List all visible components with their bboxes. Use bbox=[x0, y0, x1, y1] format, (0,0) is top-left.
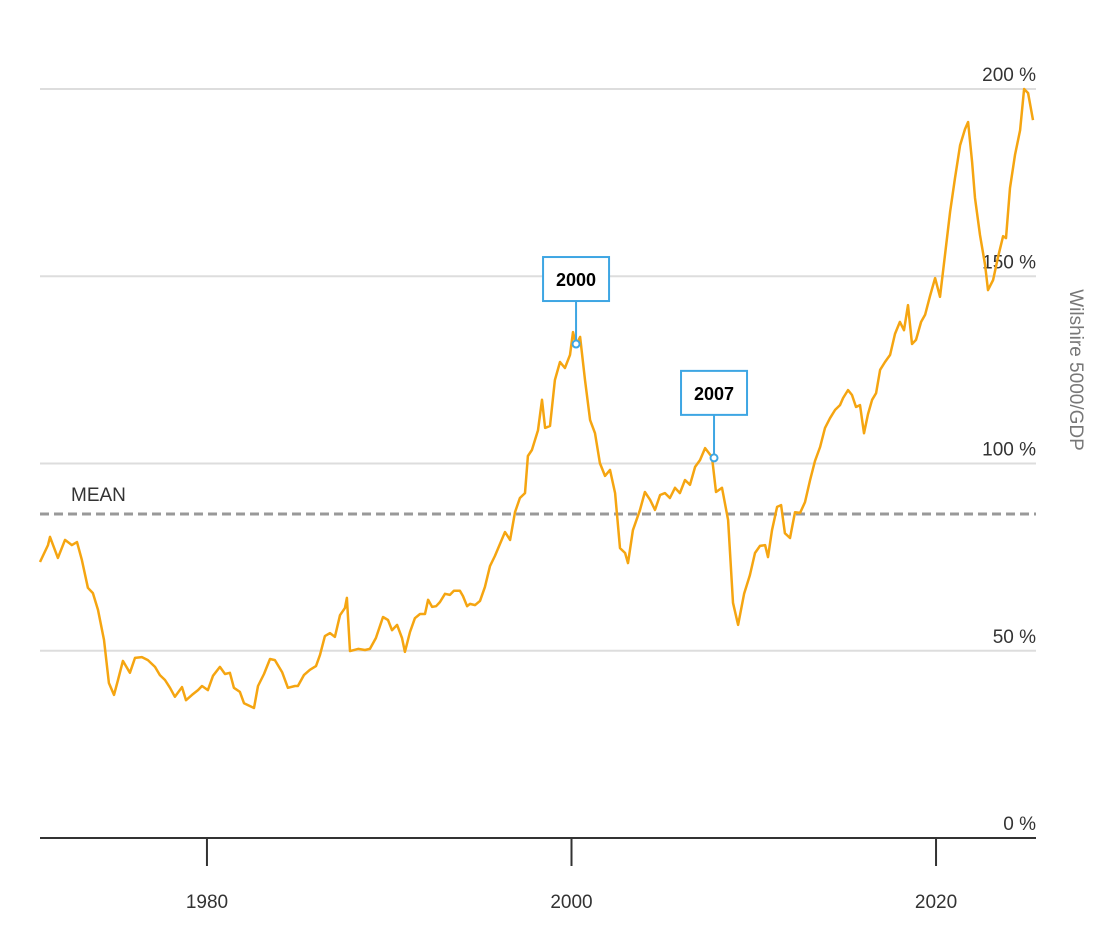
x-tick-label: 1980 bbox=[186, 892, 228, 913]
data-line bbox=[38, 87, 1035, 710]
annotation-box bbox=[542, 256, 611, 303]
annotation-label: 2000 bbox=[556, 270, 596, 290]
annotation-point bbox=[571, 339, 581, 349]
x-tick-label: 2000 bbox=[550, 892, 592, 913]
annotation-label: 2007 bbox=[694, 384, 734, 404]
y-axis-label: Wilshire 5000/GDP bbox=[1065, 289, 1086, 451]
annotation-box bbox=[680, 369, 749, 416]
y-tick-label: 100 % bbox=[982, 440, 1036, 461]
y-tick-label: 150 % bbox=[982, 252, 1036, 273]
y-tick-label: 0 % bbox=[1003, 814, 1036, 835]
y-tick-label: 200 % bbox=[982, 65, 1036, 86]
y-tick-label: 50 % bbox=[993, 627, 1036, 648]
mean-label: MEAN bbox=[71, 485, 126, 506]
annotation-point bbox=[709, 453, 719, 463]
x-tick-label: 2020 bbox=[915, 892, 957, 913]
